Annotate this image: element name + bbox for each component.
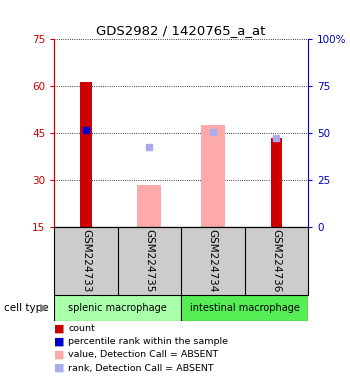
Text: rank, Detection Call = ABSENT: rank, Detection Call = ABSENT — [68, 364, 214, 372]
Title: GDS2982 / 1420765_a_at: GDS2982 / 1420765_a_at — [97, 23, 266, 36]
Text: ▶: ▶ — [40, 303, 49, 313]
Bar — [80, 81, 92, 227]
Text: GSM224736: GSM224736 — [271, 229, 281, 293]
Text: splenic macrophage: splenic macrophage — [68, 303, 167, 313]
Text: GSM224735: GSM224735 — [145, 229, 154, 293]
Text: intestinal macrophage: intestinal macrophage — [190, 303, 300, 313]
Bar — [201, 126, 225, 227]
Bar — [54, 295, 181, 321]
Bar — [137, 185, 161, 227]
Text: ■: ■ — [54, 336, 65, 346]
Text: ■: ■ — [54, 323, 65, 333]
Text: percentile rank within the sample: percentile rank within the sample — [68, 337, 228, 346]
Text: GSM224734: GSM224734 — [208, 229, 218, 293]
Text: GSM224733: GSM224733 — [81, 229, 91, 293]
Text: value, Detection Call = ABSENT: value, Detection Call = ABSENT — [68, 350, 218, 359]
Text: ■: ■ — [54, 350, 65, 360]
Text: ■: ■ — [54, 363, 65, 373]
Bar — [181, 295, 308, 321]
Text: count: count — [68, 324, 95, 333]
Text: cell type: cell type — [4, 303, 48, 313]
Bar — [271, 138, 282, 227]
